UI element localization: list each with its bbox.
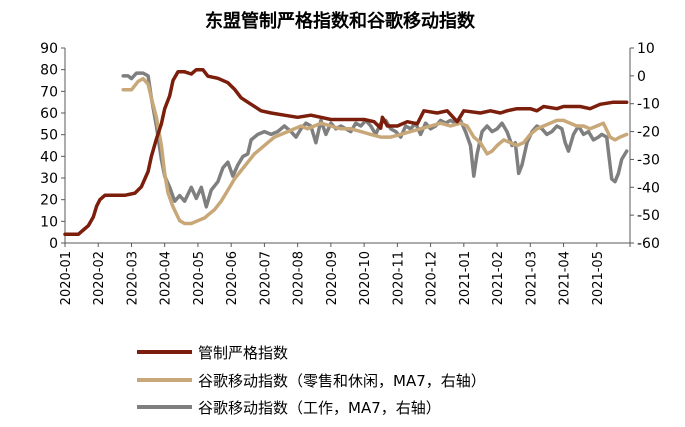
legend-label-2: 谷歌移动指数（工作，MA7，右轴） (198, 399, 441, 417)
axes: 0 10 20 30 40 50 60 70 80 90 -60 -50 -40 -30 -20 -10 0 10… (40, 41, 660, 305)
x-tick-label: 2021-01 (458, 251, 473, 305)
right-tick-label: 0 (637, 69, 646, 85)
x-tick-label: 2020-01 (59, 251, 74, 305)
plot-area (63, 67, 629, 237)
x-tick-label: 2021-02 (491, 251, 506, 305)
x-tick-label: 2020-07 (258, 251, 273, 305)
x-tick-label: 2020-04 (159, 251, 174, 305)
x-tick-label: 2020-05 (192, 251, 207, 305)
x-tick-label: 2020-09 (325, 251, 340, 305)
x-tick-label: 2020-06 (225, 251, 240, 305)
x-tick-label: 2020-12 (425, 251, 440, 305)
x-tick-label: 2020-08 (292, 251, 307, 305)
series-line-0 (63, 67, 629, 237)
left-tick-label: 0 (49, 236, 58, 252)
right-tick-label: -50 (637, 208, 660, 224)
left-tick-label: 40 (40, 149, 58, 165)
left-tick-label: 50 (40, 128, 58, 144)
series-line-1 (121, 76, 629, 226)
x-tick-label: 2020-03 (125, 251, 140, 305)
x-tick-label: 2021-03 (524, 251, 539, 305)
right-tick-label: -10 (637, 97, 660, 113)
series-line-2 (121, 71, 629, 209)
x-tick-label: 2020-10 (358, 251, 373, 305)
right-tick-label: -30 (637, 152, 660, 168)
right-tick-label: 10 (637, 41, 655, 57)
chart-title: 东盟管制严格指数和谷歌移动指数 (205, 10, 476, 32)
left-tick-label: 30 (40, 171, 58, 187)
left-tick-label: 70 (40, 84, 58, 100)
left-tick-label: 90 (40, 41, 58, 57)
x-tick-label: 2020-11 (391, 251, 406, 305)
right-tick-label: -60 (637, 236, 660, 252)
left-tick-label: 60 (40, 106, 58, 122)
left-tick-label: 80 (40, 63, 58, 79)
right-tick-label: -20 (637, 125, 660, 141)
legend-label-1: 谷歌移动指数（零售和休闲，MA7，右轴） (198, 372, 486, 390)
left-tick-label: 20 (40, 193, 58, 209)
x-tick-label: 2021-04 (558, 251, 573, 305)
left-tick-label: 10 (40, 214, 58, 230)
x-tick-label: 2020-02 (92, 251, 107, 305)
x-tick-label: 2021-05 (591, 251, 606, 305)
right-tick-label: -40 (637, 180, 660, 196)
legend-label-0: 管制严格指数 (198, 344, 288, 362)
